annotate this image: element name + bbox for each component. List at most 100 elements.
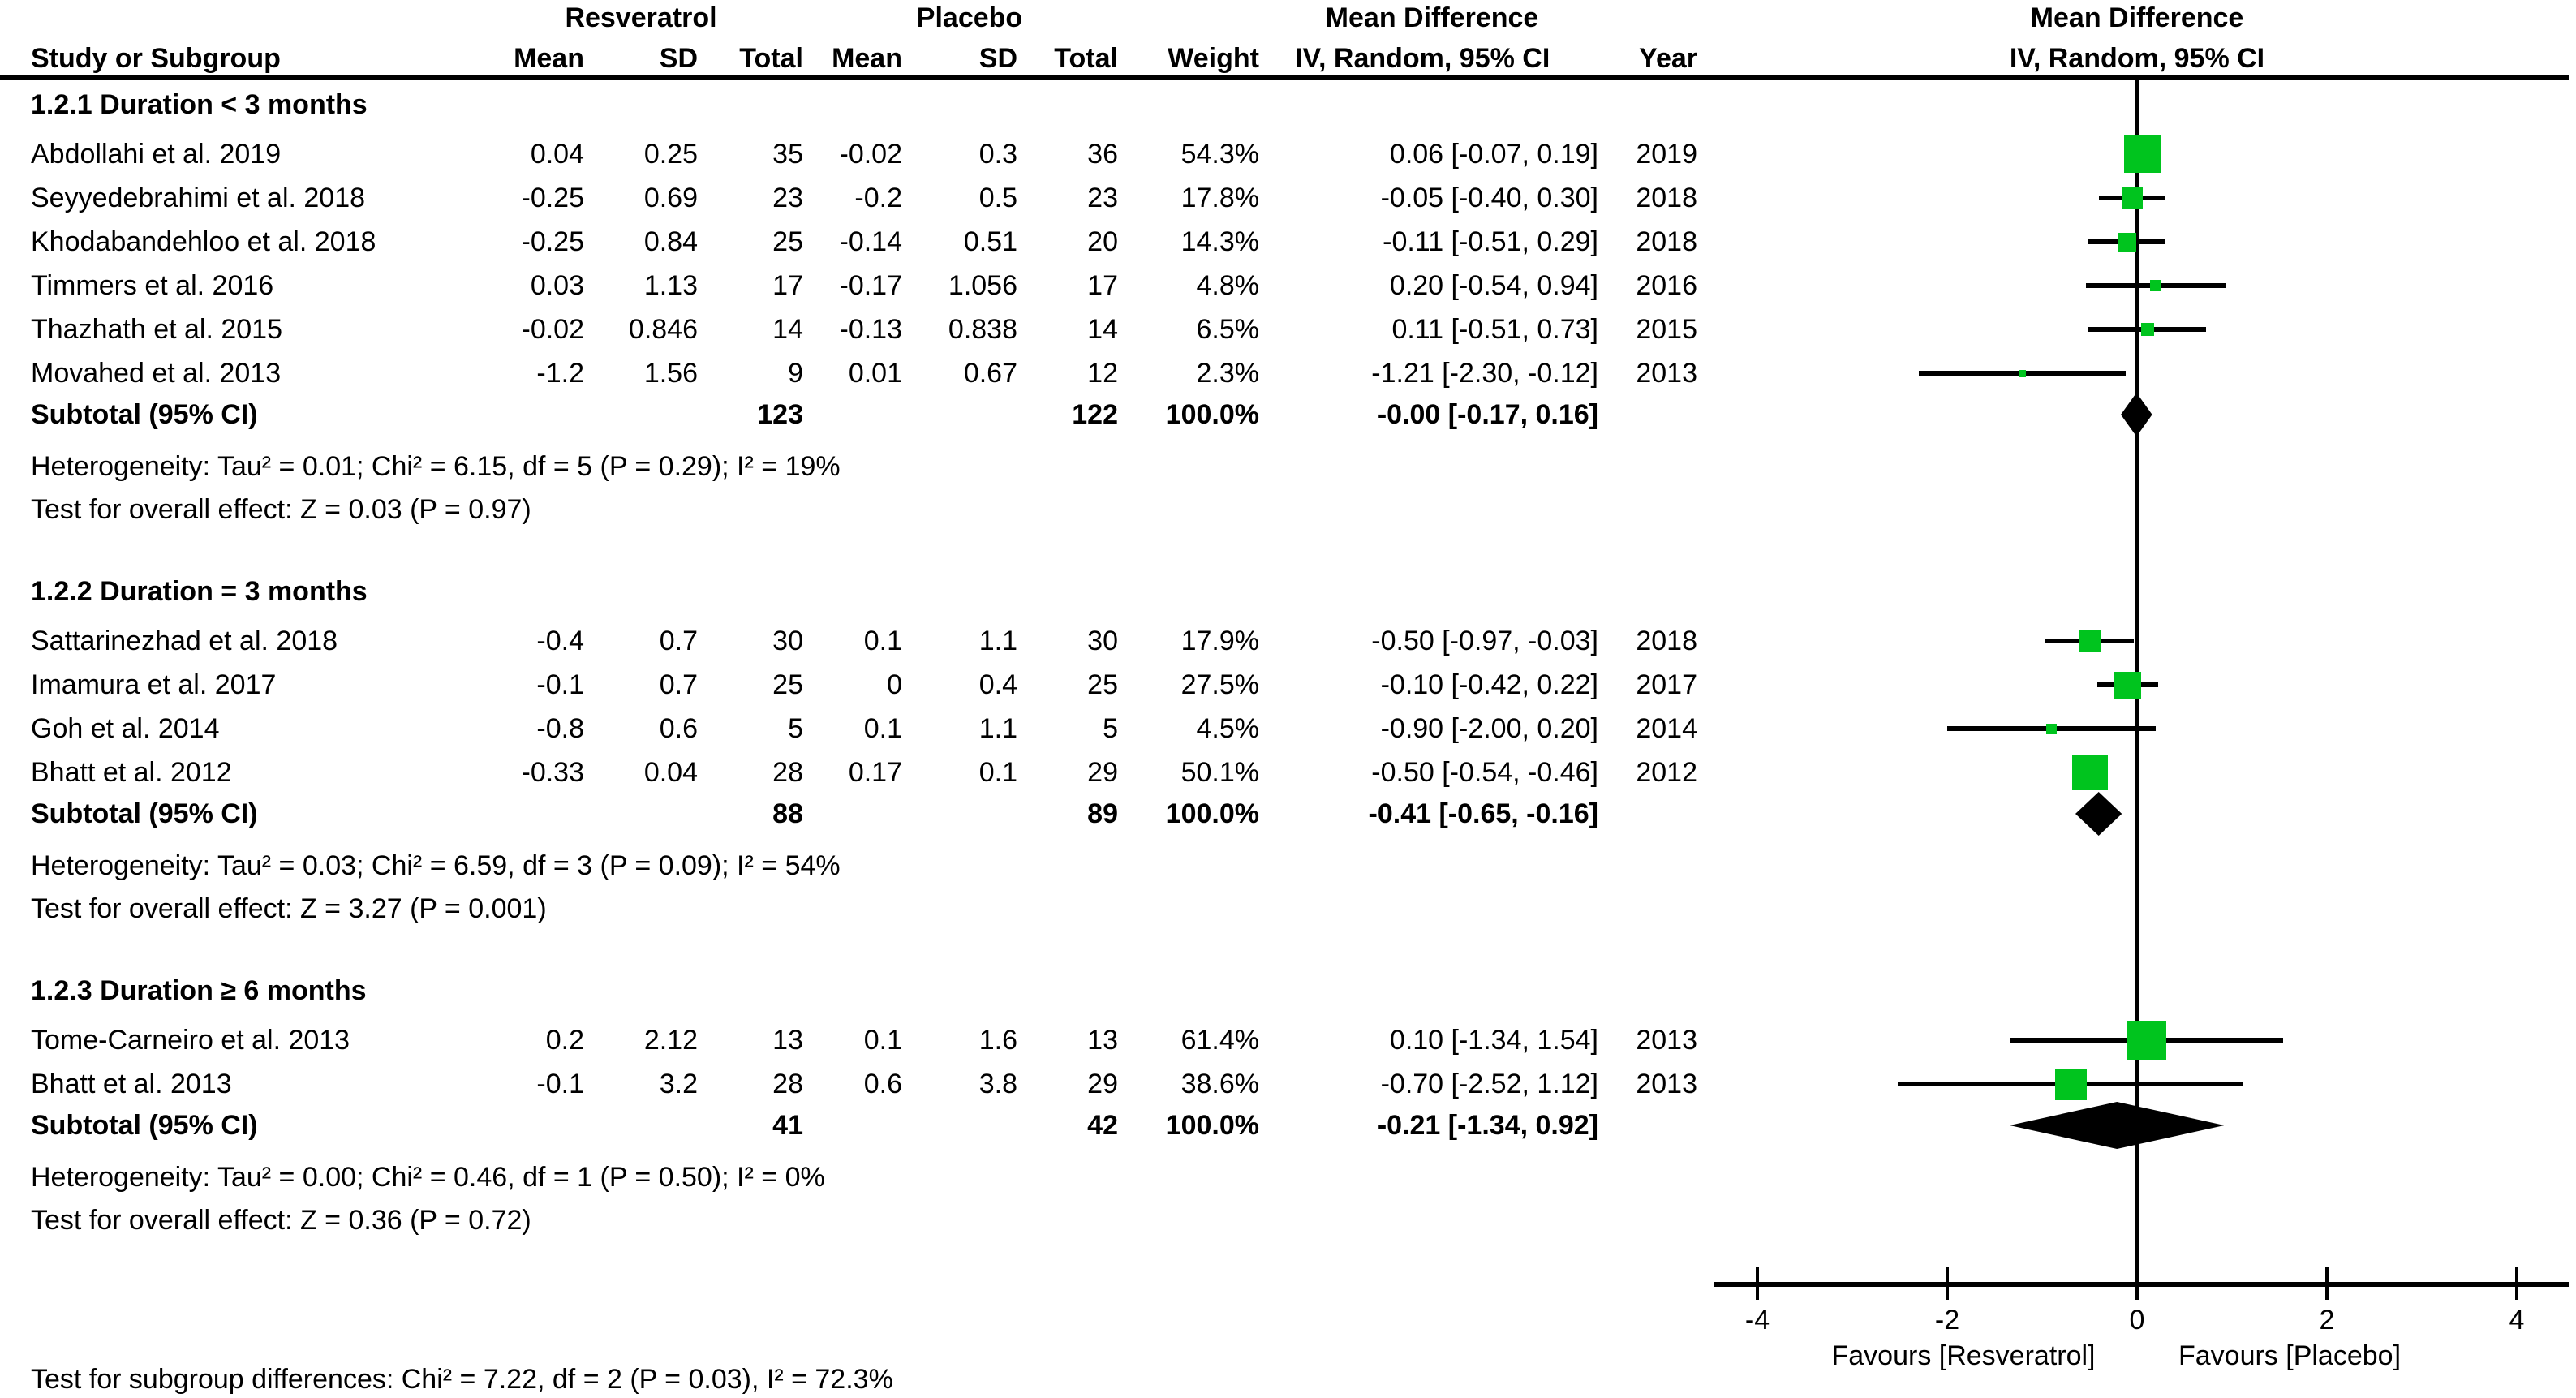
subtotal-label: Subtotal (95% CI): [31, 1110, 258, 1141]
year-cell: 2012: [1636, 757, 1697, 788]
weight-cell: 27.5%: [1180, 669, 1259, 700]
sd-treatment-cell: 3.2: [659, 1069, 698, 1099]
total-control-cell: 29: [1087, 757, 1118, 788]
total-control-cell: 36: [1087, 139, 1118, 170]
weight-cell: 14.3%: [1180, 226, 1259, 257]
md-plot-header: Mean Difference: [2030, 2, 2244, 33]
axis-tick-label: -4: [1744, 1305, 1770, 1336]
effect-square: [2072, 755, 2108, 790]
study-label: Timmers et al. 2016: [31, 270, 274, 301]
mean-treatment-cell: -0.25: [521, 183, 585, 213]
year-cell: 2018: [1636, 626, 1697, 656]
subgroup-title: 1.2.2 Duration = 3 months: [31, 576, 368, 607]
subtotal-ci-cell: -0.00 [-0.17, 0.16]: [1377, 399, 1598, 430]
sd-control-cell: 0.4: [978, 669, 1017, 700]
year-cell: 2018: [1636, 183, 1697, 213]
year-cell: 2019: [1636, 139, 1697, 170]
sd-treatment-cell: 1.13: [643, 270, 698, 301]
effect-square: [2127, 1021, 2166, 1060]
weight-cell: 6.5%: [1196, 314, 1260, 345]
mean-treatment-cell: -0.02: [521, 314, 585, 345]
heterogeneity-text: Heterogeneity: Tau² = 0.03; Chi² = 6.59,…: [31, 850, 841, 881]
sd-control-cell: 1.1: [978, 713, 1017, 744]
overall-effect-text: Test for overall effect: Z = 0.36 (P = 0…: [31, 1205, 531, 1236]
mean-control-cell: 0.01: [848, 358, 902, 389]
total-treatment-cell: 28: [772, 1069, 803, 1099]
subtotal-treatment-total: 41: [772, 1110, 803, 1141]
total-treatment-cell: 14: [772, 314, 803, 345]
subtotal-diamond: [2075, 792, 2122, 836]
sd-treatment-cell: 0.84: [643, 226, 698, 257]
mean-control-header: Mean: [832, 43, 902, 74]
subtotal-treatment-total: 123: [757, 399, 803, 430]
subtotal-treatment-total: 88: [772, 798, 803, 829]
total-treatment-cell: 30: [772, 626, 803, 656]
study-column-header: Study or Subgroup: [31, 43, 281, 74]
sd-control-cell: 0.838: [948, 314, 1017, 345]
study-label: Movahed et al. 2013: [31, 358, 282, 389]
subtotal-ci-cell: -0.21 [-1.34, 0.92]: [1377, 1110, 1598, 1141]
sd-treatment-cell: 0.7: [659, 669, 698, 700]
year-cell: 2016: [1636, 270, 1697, 301]
mean-treatment-cell: -0.33: [521, 757, 585, 788]
total-treatment-cell: 25: [772, 669, 803, 700]
subgroup-title: 1.2.1 Duration < 3 months: [31, 89, 368, 120]
sd-treatment-cell: 0.7: [659, 626, 698, 656]
effect-square: [2079, 630, 2101, 652]
axis-tick-label: -2: [1934, 1305, 1960, 1336]
study-label: Bhatt et al. 2013: [31, 1069, 232, 1099]
ci-text-cell: -0.50 [-0.97, -0.03]: [1371, 626, 1598, 656]
ci-text-cell: -0.70 [-2.52, 1.12]: [1380, 1069, 1598, 1099]
total-control-cell: 12: [1087, 358, 1118, 389]
total-control-cell: 14: [1087, 314, 1118, 345]
mean-treatment-cell: 0.04: [530, 139, 584, 170]
sd-treatment-header: SD: [659, 43, 698, 74]
axis-tick: [1946, 1267, 1949, 1300]
weight-cell: 17.9%: [1180, 626, 1259, 656]
mean-control-cell: -0.02: [839, 139, 903, 170]
subtotal-control-total: 89: [1087, 798, 1118, 829]
sd-treatment-cell: 0.69: [643, 183, 698, 213]
ci-text-cell: -0.05 [-0.40, 0.30]: [1380, 183, 1598, 213]
year-cell: 2018: [1636, 226, 1697, 257]
ivci-column-header: IV, Random, 95% CI: [1295, 43, 1550, 74]
year-cell: 2015: [1636, 314, 1697, 345]
heterogeneity-text: Heterogeneity: Tau² = 0.01; Chi² = 6.15,…: [31, 451, 841, 482]
sd-treatment-cell: 0.846: [628, 314, 698, 345]
ci-text-cell: 0.11 [-0.51, 0.73]: [1391, 314, 1598, 345]
total-treatment-cell: 17: [772, 270, 803, 301]
weight-cell: 38.6%: [1180, 1069, 1259, 1099]
favours-right-label: Favours [Placebo]: [2178, 1340, 2402, 1371]
mean-control-cell: -0.14: [839, 226, 903, 257]
weight-column-header: Weight: [1168, 43, 1259, 74]
mean-treatment-cell: 0.2: [545, 1025, 584, 1056]
study-label: Goh et al. 2014: [31, 713, 220, 744]
total-treatment-cell: 23: [772, 183, 803, 213]
overall-effect-text: Test for overall effect: Z = 0.03 (P = 0…: [31, 494, 531, 525]
mean-treatment-cell: -0.8: [536, 713, 584, 744]
sd-control-cell: 1.6: [978, 1025, 1017, 1056]
mean-treatment-cell: -0.25: [521, 226, 585, 257]
total-treatment-cell: 35: [772, 139, 803, 170]
sd-control-cell: 1.1: [978, 626, 1017, 656]
study-label: Thazhath et al. 2015: [31, 314, 283, 345]
ivci-plot-header: IV, Random, 95% CI: [2009, 43, 2265, 74]
subtotal-label: Subtotal (95% CI): [31, 798, 258, 829]
ci-text-cell: -0.90 [-2.00, 0.20]: [1380, 713, 1598, 744]
effect-square: [2046, 724, 2057, 734]
total-treatment-header: Total: [739, 43, 803, 74]
control-group-header: Placebo: [916, 2, 1023, 33]
study-label: Imamura et al. 2017: [31, 669, 277, 700]
effect-square: [2124, 135, 2161, 173]
sd-treatment-cell: 2.12: [643, 1025, 698, 1056]
axis-tick: [2325, 1267, 2329, 1300]
mean-control-cell: 0.17: [848, 757, 902, 788]
study-label: Seyyedebrahimi et al. 2018: [31, 183, 366, 213]
total-control-cell: 5: [1103, 713, 1118, 744]
total-control-cell: 20: [1087, 226, 1118, 257]
weight-cell: 17.8%: [1180, 183, 1259, 213]
sd-control-header: SD: [978, 43, 1017, 74]
sd-control-cell: 0.3: [978, 139, 1017, 170]
ci-text-cell: -0.10 [-0.42, 0.22]: [1380, 669, 1598, 700]
mean-control-cell: -0.17: [839, 270, 903, 301]
